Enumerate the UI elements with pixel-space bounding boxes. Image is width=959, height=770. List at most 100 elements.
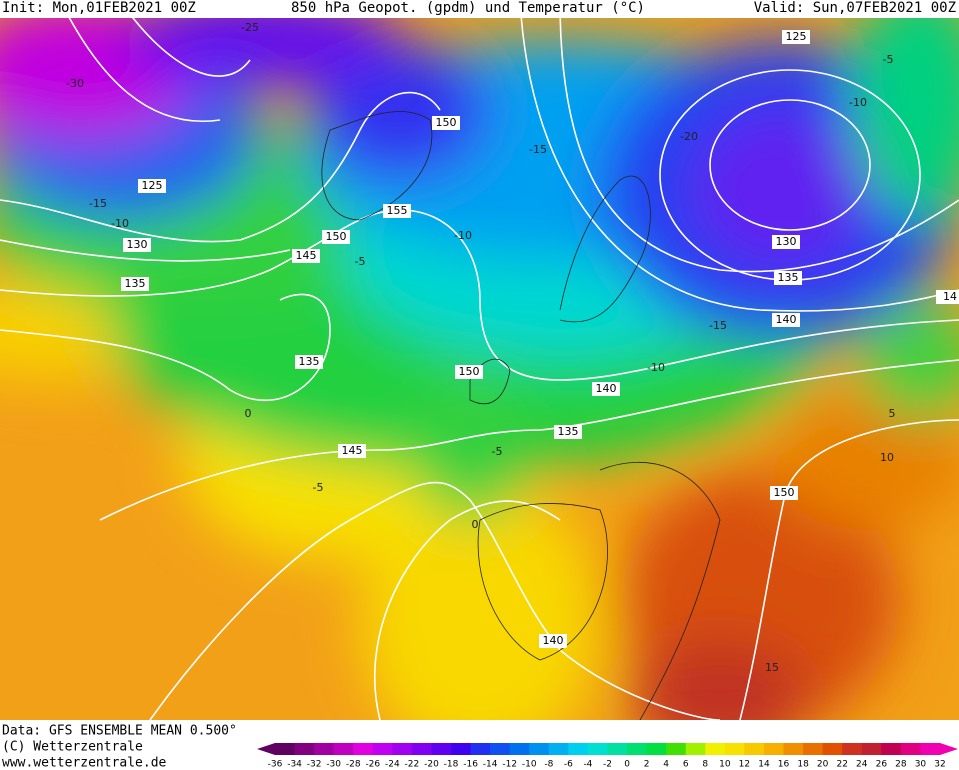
colorbar-swatch — [548, 743, 569, 755]
colorbar-swatch — [763, 743, 785, 755]
colorbar-label: 8 — [702, 760, 708, 770]
colorbar-swatch — [275, 743, 296, 755]
header-bar — [0, 0, 959, 18]
contour-label-box — [782, 30, 810, 44]
contour-label-box — [292, 249, 320, 263]
contour-label-box — [772, 235, 800, 249]
geopotential-label: 135 — [778, 271, 799, 284]
colorbar-label: 26 — [876, 760, 888, 770]
colorbar-label: -24 — [385, 760, 400, 770]
colorbar-label: 22 — [836, 760, 847, 770]
geopotential-label: 14 — [943, 290, 957, 303]
colorbar-swatch — [451, 743, 472, 755]
colorbar-label: -12 — [502, 760, 517, 770]
colorbar-swatch — [842, 743, 863, 755]
temperature-label: -10 — [111, 217, 129, 230]
colorbar-end-low — [257, 743, 275, 755]
colorbar-swatch — [783, 743, 804, 755]
colorbar-swatch — [392, 743, 413, 755]
contour-label-box — [592, 382, 620, 396]
geopotential-label: 145 — [296, 249, 317, 262]
geopotential-label: 130 — [776, 235, 797, 248]
colorbar-end-high — [940, 743, 958, 755]
colorbar-label: -32 — [307, 760, 322, 770]
contour-label-box — [123, 238, 151, 252]
temperature-label: -5 — [883, 53, 894, 66]
temperature-label: -5 — [355, 255, 366, 268]
colorbar-label: -14 — [483, 760, 498, 770]
colorbar-label: 28 — [895, 760, 907, 770]
temperature-label: -20 — [680, 130, 698, 143]
init-time: Init: Mon,01FEB2021 00Z — [2, 0, 196, 16]
temperature-label: -25 — [241, 21, 259, 34]
data-source: Data: GFS ENSEMBLE MEAN 0.500° — [2, 724, 237, 739]
temperature-label: 0 — [472, 518, 479, 531]
colorbar-label: 4 — [663, 760, 669, 770]
geopotential-label: 150 — [436, 116, 457, 129]
colorbar-label: -16 — [463, 760, 478, 770]
geopotential-label: 150 — [326, 230, 347, 243]
contour-label-box — [772, 313, 800, 327]
geopotential-label: 135 — [558, 425, 579, 438]
colorbar-swatch — [509, 743, 530, 755]
colorbar-label: -6 — [564, 760, 573, 770]
temperature-label: -10 — [849, 96, 867, 109]
temperature-label: -30 — [66, 77, 84, 90]
colorbar-label: -8 — [544, 760, 553, 770]
colorbar-swatch — [646, 743, 667, 755]
temperature-label: 5 — [889, 407, 896, 420]
geopotential-label: 125 — [142, 179, 163, 192]
colorbar-swatch — [705, 743, 726, 755]
colorbar-label: -30 — [326, 760, 341, 770]
colorbar-label: -28 — [346, 760, 361, 770]
contour-label-box — [774, 271, 802, 285]
colorbar-swatch — [881, 743, 902, 755]
colorbar-label: 30 — [915, 760, 927, 770]
contour-label-box — [432, 116, 460, 130]
temperature-label: -5 — [313, 481, 324, 494]
geopotential-label: 135 — [299, 355, 320, 368]
contour-label-box — [383, 204, 411, 218]
colorbar-label: -4 — [583, 760, 592, 770]
colorbar-swatch — [861, 743, 882, 755]
colorbar-label: 14 — [758, 760, 770, 770]
colorbar-label: 6 — [683, 760, 689, 770]
colorbar-swatch — [900, 743, 921, 755]
temperature-label: 15 — [765, 661, 779, 674]
contour-label-box — [936, 290, 959, 304]
temperature-label: 0 — [245, 407, 252, 420]
colorbar-label: 32 — [934, 760, 945, 770]
temperature-label: -15 — [709, 319, 727, 332]
colorbar-swatch — [353, 743, 374, 755]
website: www.wetterzentrale.de — [2, 756, 167, 770]
colorbar-label: 16 — [778, 760, 790, 770]
temperature-label: -15 — [89, 197, 107, 210]
colorbar-label: 12 — [739, 760, 750, 770]
geopotential-label: 140 — [776, 313, 797, 326]
colorbar-swatch — [587, 743, 608, 755]
map-title: 850 hPa Geopot. (gpdm) und Temperatur (°… — [291, 0, 645, 16]
colorbar-swatch — [294, 743, 315, 755]
contour-label-box — [455, 365, 483, 379]
colorbar-label: -10 — [522, 760, 537, 770]
colorbar-swatch — [803, 743, 824, 755]
colorbar-label: -20 — [424, 760, 439, 770]
colorbar-label: 0 — [624, 760, 630, 770]
colorbar-swatch — [490, 743, 511, 755]
colorbar-label: 24 — [856, 760, 868, 770]
contour-label-box — [539, 634, 567, 648]
colorbar-swatch — [411, 743, 432, 755]
contour-label-box — [322, 230, 350, 244]
geopotential-label: 150 — [459, 365, 480, 378]
colorbar-swatch — [920, 743, 941, 755]
colorbar-swatch — [685, 743, 706, 755]
colorbar-label: -18 — [444, 760, 459, 770]
colorbar-swatch — [333, 743, 354, 755]
temperature-label: -10 — [454, 229, 472, 242]
colorbar-label: -36 — [268, 760, 283, 770]
temperature-label: -5 — [492, 445, 503, 458]
geopotential-label: 125 — [786, 30, 807, 43]
colorbar-label: -34 — [287, 760, 302, 770]
